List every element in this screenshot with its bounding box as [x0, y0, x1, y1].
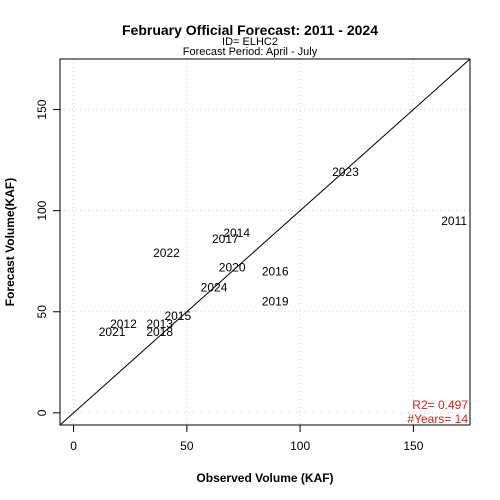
point-label-2023: 2023	[332, 165, 359, 179]
years-stat: #Years= 14	[407, 412, 468, 426]
point-label-2014: 2014	[223, 226, 250, 240]
y-tick-label: 100	[35, 200, 49, 220]
y-axis-label: Forecast Volume(KAF)	[3, 178, 17, 306]
y-tick-label: 0	[35, 409, 49, 416]
x-tick-label: 50	[180, 439, 194, 453]
point-label-2024: 2024	[201, 280, 228, 294]
point-label-2017: 2017	[212, 232, 239, 246]
x-tick-label: 0	[70, 439, 77, 453]
point-label-2019: 2019	[262, 295, 289, 309]
plot-frame	[59, 58, 471, 426]
point-label-2018: 2018	[146, 325, 173, 339]
point-label-2012: 2012	[110, 317, 137, 331]
one-to-one-line	[59, 58, 471, 426]
axis-ticks: 0 50 100 150 0 50 100 150	[35, 99, 424, 453]
point-label-2016: 2016	[262, 264, 289, 278]
point-labels: 2011 2012 2013 2014 2015 2016 2017 2018 2019 2020…	[99, 165, 468, 339]
grid-lines	[60, 59, 470, 425]
x-tick-label: 150	[403, 439, 423, 453]
point-label-2021: 2021	[99, 325, 126, 339]
r2-stat: R2= 0.497	[412, 398, 468, 412]
y-tick-label: 50	[35, 305, 49, 319]
point-label-2022: 2022	[153, 246, 180, 260]
point-label-2015: 2015	[164, 309, 191, 323]
point-label-2013: 2013	[146, 317, 173, 331]
chart-subtitle-id: ID= ELHC2	[222, 36, 278, 48]
x-axis-label: Observed Volume (KAF)	[196, 471, 333, 485]
chart-title: February Official Forecast: 2011 - 2024	[121, 22, 378, 38]
y-tick-label: 150	[35, 99, 49, 119]
x-tick-label: 100	[290, 439, 310, 453]
point-label-2011: 2011	[441, 214, 467, 228]
chart-subtitle-period: Forecast Period: April - July	[182, 46, 318, 58]
point-label-2020: 2020	[219, 260, 246, 274]
